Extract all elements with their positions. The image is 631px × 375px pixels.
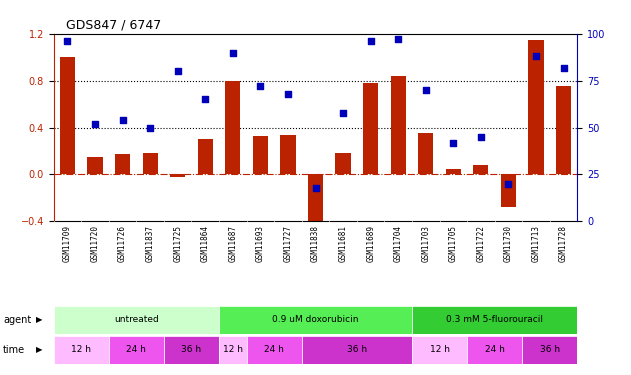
Text: GSM11689: GSM11689 — [366, 225, 375, 262]
Bar — [170, 174, 186, 177]
Bar — [253, 136, 268, 174]
Text: GSM11837: GSM11837 — [146, 225, 155, 262]
Point — [393, 36, 403, 42]
Point — [504, 181, 514, 187]
Text: GSM11681: GSM11681 — [339, 225, 348, 262]
Text: ▶: ▶ — [36, 315, 42, 324]
Text: 12 h: 12 h — [71, 345, 91, 354]
Bar — [225, 81, 240, 174]
Text: GSM11709: GSM11709 — [63, 225, 72, 262]
Bar — [302, 336, 412, 364]
Bar — [164, 336, 219, 364]
Text: GSM11726: GSM11726 — [118, 225, 127, 262]
Text: 0.9 uM doxorubicin: 0.9 uM doxorubicin — [272, 315, 359, 324]
Bar — [280, 135, 295, 174]
Text: 36 h: 36 h — [540, 345, 560, 354]
Point — [117, 117, 127, 123]
Bar — [412, 336, 467, 364]
Text: GSM11730: GSM11730 — [504, 225, 513, 262]
Point — [558, 64, 569, 70]
Bar — [556, 87, 571, 174]
Bar — [219, 306, 412, 334]
Text: GSM11864: GSM11864 — [201, 225, 209, 262]
Point — [200, 96, 210, 102]
Bar — [445, 168, 461, 174]
Text: 12 h: 12 h — [223, 345, 243, 354]
Point — [531, 53, 541, 59]
Bar — [467, 336, 522, 364]
Text: GSM11705: GSM11705 — [449, 225, 458, 262]
Bar — [412, 306, 577, 334]
Text: 36 h: 36 h — [181, 345, 201, 354]
Text: GSM11713: GSM11713 — [531, 225, 541, 262]
Point — [338, 110, 348, 116]
Bar — [54, 336, 109, 364]
Text: 24 h: 24 h — [264, 345, 284, 354]
Bar — [363, 83, 378, 174]
Point — [145, 124, 155, 130]
Text: 24 h: 24 h — [126, 345, 146, 354]
Point — [421, 87, 431, 93]
Bar — [247, 336, 302, 364]
Text: GSM11687: GSM11687 — [228, 225, 237, 262]
Point — [365, 38, 375, 44]
Text: GSM11703: GSM11703 — [422, 225, 430, 262]
Point — [90, 121, 100, 127]
Text: 24 h: 24 h — [485, 345, 505, 354]
Point — [448, 140, 458, 146]
Bar — [88, 157, 103, 174]
Point — [310, 184, 321, 190]
Point — [228, 50, 238, 55]
Bar — [60, 57, 75, 174]
Bar — [115, 154, 130, 174]
Point — [476, 134, 486, 140]
Bar — [336, 153, 351, 174]
Bar — [391, 76, 406, 174]
Text: GSM11704: GSM11704 — [394, 225, 403, 262]
Bar — [528, 40, 543, 174]
Text: GSM11727: GSM11727 — [283, 225, 292, 262]
Bar — [418, 134, 433, 174]
Text: untreated: untreated — [114, 315, 159, 324]
Text: GSM11693: GSM11693 — [256, 225, 265, 262]
Bar — [219, 336, 247, 364]
Text: GSM11720: GSM11720 — [90, 225, 100, 262]
Bar — [308, 174, 323, 233]
Bar — [109, 336, 164, 364]
Bar — [143, 153, 158, 174]
Text: GSM11838: GSM11838 — [311, 225, 320, 262]
Text: GSM11725: GSM11725 — [173, 225, 182, 262]
Text: 12 h: 12 h — [430, 345, 449, 354]
Text: ▶: ▶ — [36, 345, 42, 354]
Text: 36 h: 36 h — [347, 345, 367, 354]
Bar — [198, 139, 213, 174]
Text: 0.3 mM 5-fluorouracil: 0.3 mM 5-fluorouracil — [446, 315, 543, 324]
Bar — [501, 174, 516, 207]
Text: GSM11722: GSM11722 — [476, 225, 485, 262]
Bar — [473, 165, 488, 174]
Bar — [522, 336, 577, 364]
Text: agent: agent — [3, 315, 32, 325]
Text: GSM11728: GSM11728 — [559, 225, 568, 262]
Point — [62, 38, 73, 44]
Text: time: time — [3, 345, 25, 355]
Point — [283, 91, 293, 97]
Text: GDS847 / 6747: GDS847 / 6747 — [66, 19, 162, 32]
Point — [173, 68, 183, 74]
Point — [256, 83, 266, 89]
Bar — [54, 306, 219, 334]
